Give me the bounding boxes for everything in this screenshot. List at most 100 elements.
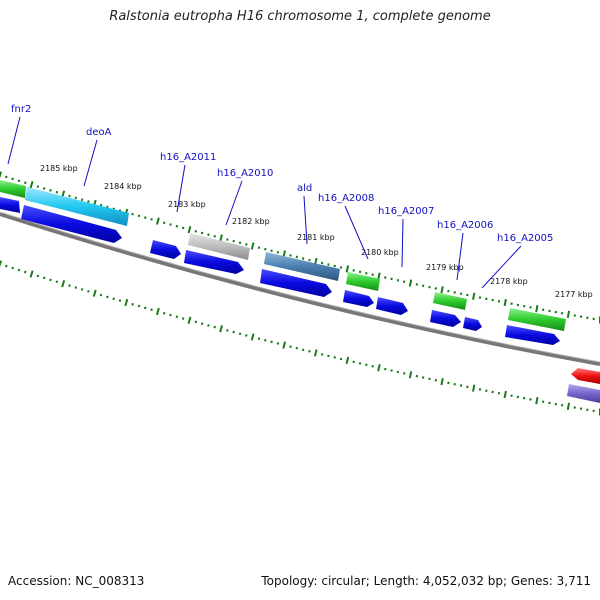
lower-ruler-major-tick: [250, 333, 255, 341]
feature-ald[interactable]: [264, 252, 340, 281]
lower-ruler-minor-tick: [169, 313, 172, 317]
upper-ruler-minor-tick: [49, 189, 52, 192]
cds-arrow-6[interactable]: [343, 290, 374, 307]
lower-ruler-minor-tick: [327, 354, 330, 358]
gene-label-h16-A2010[interactable]: h16_A2010: [217, 168, 273, 179]
lower-ruler-major-tick: [92, 289, 97, 297]
cds-arrow-3[interactable]: [150, 240, 181, 259]
lower-ruler-minor-tick: [137, 304, 141, 308]
gene-label-h16-A2011[interactable]: h16_A2011: [160, 152, 216, 163]
gene-label-h16-A2005[interactable]: h16_A2005: [497, 233, 553, 244]
lower-ruler-minor-tick: [112, 297, 115, 301]
cds-arrow-1[interactable]: [0, 197, 20, 213]
upper-ruler-minor-tick: [80, 198, 84, 202]
lower-ruler-minor-tick: [11, 266, 14, 270]
lower-ruler-minor-tick: [295, 346, 299, 350]
lower-ruler-minor-tick: [245, 334, 248, 337]
chromosome-backbone-highlight: [0, 211, 600, 363]
feature-purple[interactable]: [567, 384, 600, 403]
upper-ruler-minor-tick: [137, 214, 141, 218]
upper-ruler-major-tick: [187, 226, 192, 234]
cds-arrow-5[interactable]: [260, 269, 332, 297]
upper-ruler-minor-tick: [200, 231, 204, 235]
cds-arrow-2[interactable]: [21, 205, 122, 243]
leader-h16-A2007: [401, 218, 404, 268]
lower-ruler-major-tick: [503, 390, 507, 399]
upper-ruler-major-tick: [250, 242, 255, 250]
lower-ruler-minor-tick: [264, 338, 267, 342]
upper-ruler-minor-tick: [194, 230, 198, 233]
lower-ruler-major-tick: [219, 325, 223, 333]
upper-ruler-minor-tick: [213, 234, 216, 238]
lower-ruler-major-tick: [408, 371, 413, 379]
lower-ruler-major-tick: [313, 349, 318, 357]
lower-ruler-minor-tick: [150, 308, 153, 312]
lower-ruler-major-tick: [29, 270, 34, 278]
gene-label-h16-A2006[interactable]: h16_A2006: [437, 220, 493, 231]
feature-h16-A2005[interactable]: [508, 308, 566, 331]
lower-ruler-major-tick: [282, 341, 287, 349]
lower-ruler-minor-tick: [74, 286, 78, 289]
upper-ruler-major-tick: [0, 171, 2, 179]
lower-ruler-minor-tick: [80, 288, 84, 291]
upper-ruler-minor-tick: [308, 258, 311, 262]
tick-label-2182: 2182 kbp: [232, 217, 270, 226]
feature-h16-A2006[interactable]: [433, 292, 467, 310]
feature-fnr2[interactable]: [0, 180, 26, 198]
gene-label-fnr2[interactable]: fnr2: [11, 104, 31, 115]
upper-ruler-minor-tick: [238, 241, 242, 245]
cds-arrow-8[interactable]: [430, 310, 461, 327]
lower-ruler-minor-tick: [257, 337, 261, 340]
leader-h16-A2010: [225, 180, 243, 226]
upper-ruler-minor-tick: [23, 181, 27, 185]
tick-label-2178: 2178 kbp: [490, 277, 528, 286]
upper-ruler-minor-tick: [264, 247, 267, 251]
upper-ruler-major-tick: [156, 217, 160, 225]
cds-arrow-4[interactable]: [184, 250, 244, 274]
lower-ruler-major-tick: [440, 377, 444, 386]
gene-label-ald[interactable]: ald: [297, 183, 312, 194]
lower-ruler-minor-tick: [289, 345, 292, 348]
leader-ald: [303, 195, 308, 245]
leader-h16-A2006: [456, 232, 464, 281]
gene-label-deoA[interactable]: deoA: [86, 127, 112, 138]
feature-h16-A2008[interactable]: [346, 272, 380, 291]
upper-ruler-minor-tick: [295, 255, 299, 259]
lower-ruler-major-tick: [155, 307, 160, 316]
gene-label-h16-A2008[interactable]: h16_A2008: [318, 193, 374, 204]
lower-ruler-minor-tick: [200, 322, 204, 326]
lower-ruler-major-tick: [345, 356, 350, 365]
feature-h16-A2010[interactable]: [188, 233, 250, 260]
upper-ruler-minor-tick: [175, 224, 179, 228]
lower-ruler-minor-tick: [232, 330, 235, 334]
lower-ruler-minor-tick: [55, 280, 59, 284]
upper-ruler-minor-tick: [232, 239, 235, 243]
lower-ruler-minor-tick: [106, 295, 109, 299]
upper-ruler-minor-tick: [333, 264, 336, 268]
lower-ruler-major-tick: [0, 260, 3, 268]
feature-deoA[interactable]: [25, 187, 129, 226]
gene-label-h16-A2007[interactable]: h16_A2007: [378, 206, 434, 217]
cds-arrow-10[interactable]: [505, 325, 560, 345]
upper-ruler-minor-tick: [289, 254, 292, 257]
lower-ruler-major-tick: [472, 384, 476, 392]
cds-track: [0, 197, 560, 345]
lower-ruler-minor-tick: [49, 278, 52, 282]
upper-ruler-minor-tick: [162, 221, 166, 225]
upper-ruler-major-tick: [345, 265, 350, 273]
accession-text: Accession: NC_008313: [8, 574, 145, 588]
cds-arrow-9[interactable]: [463, 317, 482, 331]
leader-h16-A2008: [344, 205, 369, 260]
upper-ruler-major-tick: [29, 181, 34, 189]
cds-arrow-7[interactable]: [376, 297, 408, 315]
upper-ruler-minor-tick: [36, 185, 40, 188]
upper-ruler-major-tick: [503, 298, 507, 307]
upper-ruler-minor-tick: [181, 226, 185, 230]
feature-red[interactable]: [571, 368, 600, 384]
lower-ruler-minor-tick: [68, 284, 71, 287]
lower-ruler-minor-tick: [87, 289, 90, 293]
lower-ruler-minor-tick: [175, 315, 179, 319]
lower-ruler-minor-tick: [131, 302, 134, 306]
upper-ruler-major-tick: [566, 310, 571, 319]
